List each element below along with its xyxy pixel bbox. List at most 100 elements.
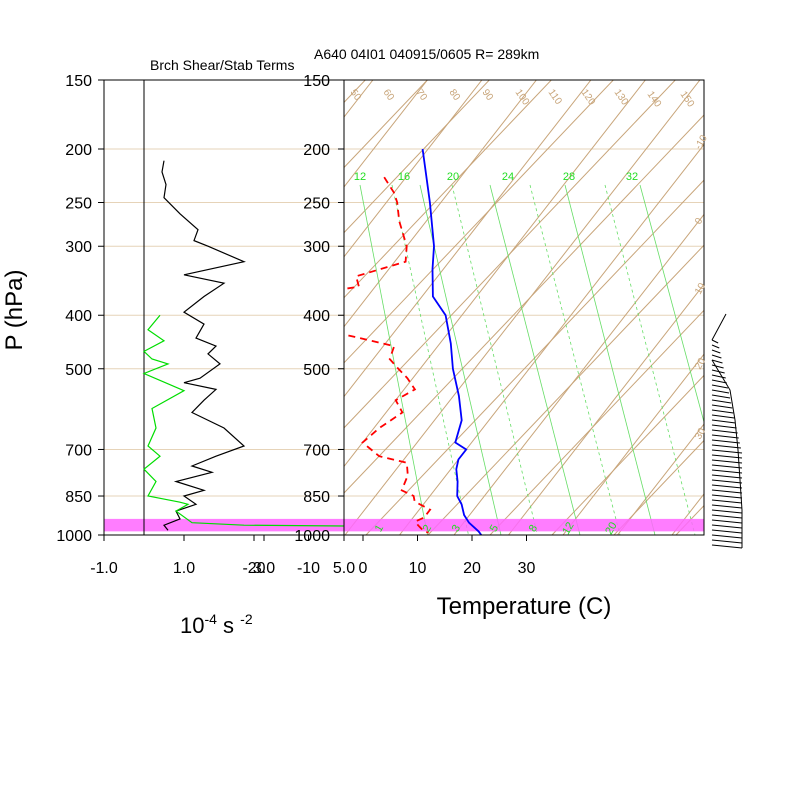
- mixing-ratio-label: 28: [563, 171, 575, 183]
- isotherm-line: [0, 80, 318, 535]
- isotherm-line: [344, 80, 701, 535]
- dry-adiabat-line: [613, 439, 704, 535]
- lower-mixing-label: 20: [603, 520, 620, 537]
- right-x-tick-label: 10: [409, 560, 427, 577]
- right-y-tick-label: 500: [303, 362, 330, 379]
- dry-adiabat-label: 60: [381, 87, 397, 103]
- left-y-tick-label: 300: [65, 239, 92, 256]
- right-edge-label: 20: [693, 356, 708, 372]
- left-y-ticks: 150 200 250 300 400 500 700 850 1000: [56, 73, 104, 545]
- wind-barb: [711, 469, 743, 474]
- wind-barb: [711, 484, 743, 489]
- wind-barb: [711, 499, 743, 504]
- right-y-tick-label: 1000: [294, 528, 330, 545]
- wind-barb: [711, 444, 741, 449]
- wind-barb: [711, 409, 734, 414]
- left-y-tick-label: 850: [65, 489, 92, 506]
- wind-barb: [711, 394, 731, 399]
- left-y-tick-label: 150: [65, 73, 92, 90]
- wind-barb: [711, 374, 726, 379]
- dry-adiabat-label: 140: [645, 89, 664, 109]
- wind-barb: [711, 424, 737, 429]
- stability-term-line: [142, 314, 345, 527]
- left-title: Brch Shear/Stab Terms: [150, 57, 294, 73]
- wind-barb: [711, 514, 743, 519]
- xlabel-exp2: -2: [240, 611, 253, 627]
- left-series-group: [142, 160, 345, 531]
- mixing-ratio-line: [564, 184, 656, 535]
- wind-barb: [711, 404, 733, 409]
- right-x-tick-label: -10: [297, 560, 320, 577]
- right-title: A640 04I01 040915/0605 R= 289km: [314, 46, 539, 62]
- right-y-tick-label: 400: [303, 308, 330, 325]
- wind-barb: [711, 384, 729, 389]
- isotherm-line: [344, 80, 592, 398]
- left-y-tick-label: 200: [65, 142, 92, 159]
- left-x-tick-label: 3.0: [253, 560, 275, 577]
- right-y-tick-label: 200: [303, 142, 330, 159]
- mixing-ratio-label: 12: [354, 171, 366, 183]
- mixing-ratio-line: [359, 184, 428, 535]
- isotherm-line: [344, 80, 428, 188]
- dry-adiabat-line: [551, 374, 704, 535]
- dry-adiabat-label: 130: [612, 87, 631, 107]
- wind-barb: [711, 544, 743, 549]
- right-frame: [343, 79, 705, 536]
- dry-adiabat-line: [738, 0, 800, 535]
- wind-barb: [711, 524, 743, 529]
- mixing-ratio-line: [419, 184, 502, 535]
- wind-barb-staff: [711, 313, 743, 548]
- wind-barb: [711, 434, 739, 439]
- dry-adiabat-label: 120: [579, 87, 598, 107]
- left-panel: 150 200 250 300 400 500 700 850 1000 -1.0 1.0 3.0 5…: [1, 57, 355, 638]
- wind-barb: [711, 344, 720, 349]
- wind-barb: [711, 414, 735, 419]
- left-y-tick-label: 400: [65, 308, 92, 325]
- left-y-tick-label: 700: [65, 442, 92, 459]
- left-y-tick-label: 250: [65, 196, 92, 213]
- wind-barb: [711, 519, 743, 524]
- mixing-ratio-line: [489, 184, 581, 535]
- isotherm-line: [344, 80, 646, 468]
- wind-barb: [711, 399, 732, 404]
- dry-adiabat-label: 80: [447, 87, 463, 103]
- wind-barb: [711, 449, 743, 454]
- wind-barb: [711, 534, 743, 539]
- mixing-ratio-line: [639, 184, 704, 424]
- wind-barb: [711, 379, 727, 384]
- isotherm-line: [562, 353, 704, 535]
- right-y-tick-label: 300: [303, 239, 330, 256]
- temperature-line: [421, 148, 483, 535]
- right-x-tick-label: 0: [359, 560, 368, 577]
- mixing-ratio-line: [451, 184, 538, 535]
- right-y-tick-label: 150: [303, 73, 330, 90]
- dry-adiabat-line: [489, 309, 704, 535]
- right-pbl-band: [344, 518, 704, 532]
- dry-adiabat-label: 50: [348, 87, 364, 103]
- right-y-tick-label: 850: [303, 489, 330, 506]
- right-x-ticks: -20 -10 0 10 20 30: [242, 535, 536, 577]
- wind-barb: [711, 349, 721, 354]
- wind-barb: [711, 459, 743, 464]
- mixing-ratio-label: 32: [626, 171, 638, 183]
- wind-barb: [711, 529, 743, 534]
- wind-barbs: [711, 313, 743, 549]
- isotherm-line: [0, 80, 209, 535]
- wind-barb: [711, 474, 743, 479]
- right-x-axis-label: Temperature (C): [437, 593, 612, 620]
- wind-barb: [711, 439, 740, 444]
- wind-barb: [711, 504, 743, 509]
- wind-barb: [711, 419, 736, 424]
- isotherm-line: [508, 283, 704, 535]
- dry-adiabat-label: 90: [480, 87, 496, 103]
- left-x-ticks: -1.0 1.0 3.0 5.0: [90, 535, 355, 577]
- wind-barb: [711, 369, 725, 374]
- isotherm-line: [453, 213, 704, 535]
- lower-mixing-label: 8: [527, 523, 540, 534]
- right-edge-label: 0: [693, 216, 706, 227]
- dry-adiabat-line: [365, 179, 704, 535]
- wind-barb: [711, 539, 743, 544]
- shear-term-line: [161, 160, 246, 531]
